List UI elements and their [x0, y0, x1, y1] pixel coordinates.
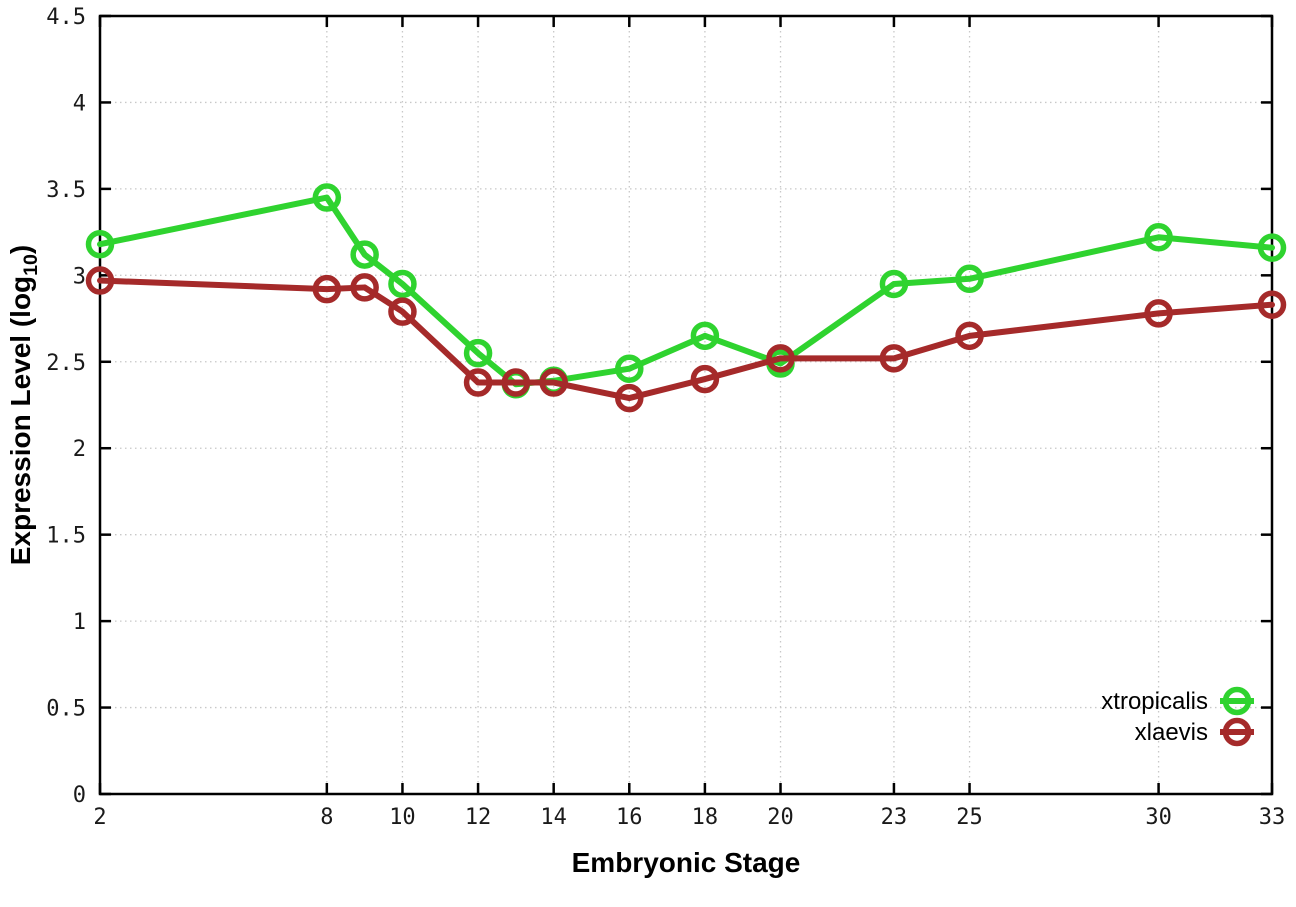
data-point-xtropicalis: [350, 240, 379, 269]
x-tick-label: 33: [1259, 805, 1286, 830]
data-point-xlaevis: [879, 344, 909, 373]
x-tick-label: 20: [767, 805, 794, 830]
data-point-xlaevis: [615, 383, 644, 413]
data-point-xlaevis: [501, 368, 531, 397]
x-axis-title: Embryonic Stage: [572, 847, 801, 878]
y-tick-label: 3: [73, 264, 86, 289]
data-point-xtropicalis: [85, 229, 115, 259]
x-tick-label: 12: [465, 805, 492, 830]
y-tick-label: 1.5: [46, 524, 86, 549]
data-point-xlaevis: [539, 368, 568, 397]
y-tick-label: 3.5: [46, 178, 86, 203]
x-tick-label: 30: [1145, 805, 1172, 830]
y-tick-label: 1: [73, 610, 86, 635]
data-point-xlaevis: [463, 368, 493, 397]
y-tick-label: 2: [73, 437, 86, 462]
data-point-xtropicalis: [388, 269, 417, 299]
y-tick-label: 4.5: [46, 5, 86, 30]
x-tick-label: 18: [692, 805, 719, 830]
data-point-xlaevis: [1257, 290, 1287, 319]
data-point-xlaevis: [85, 266, 115, 295]
data-point-xtropicalis: [463, 338, 493, 368]
x-tick-label: 8: [320, 805, 333, 830]
data-point-xlaevis: [766, 344, 795, 373]
data-point-xtropicalis: [1257, 233, 1287, 262]
data-point-xtropicalis: [690, 321, 720, 351]
y-tick-label: 0: [73, 783, 86, 808]
x-tick-label: 16: [616, 805, 643, 830]
legend-label-xtropicalis: xtropicalis: [1101, 688, 1208, 715]
data-point-xtropicalis: [879, 269, 909, 299]
x-tick-label: 25: [956, 805, 983, 830]
x-tick-label: 2: [93, 805, 106, 830]
y-axis-title: Expression Level (log10): [5, 245, 42, 566]
data-point-xlaevis: [1144, 299, 1173, 328]
y-tick-label: 0.5: [46, 697, 86, 722]
x-tick-label: 23: [881, 805, 908, 830]
y-tick-label: 2.5: [46, 351, 86, 376]
series-line-xtropicalis: [97, 194, 1275, 388]
data-point-xtropicalis: [955, 264, 984, 294]
data-point-xtropicalis: [615, 354, 644, 383]
x-tick-label: 10: [389, 805, 416, 830]
legend-marker-xtropicalis: [1222, 686, 1252, 716]
x-tick-label: 14: [540, 805, 567, 830]
plot-border: [98, 14, 1274, 796]
data-point-xlaevis: [350, 273, 379, 302]
data-point-xlaevis: [690, 364, 720, 394]
data-point-xtropicalis: [1144, 223, 1173, 252]
data-point-xtropicalis: [312, 183, 342, 212]
data-point-xlaevis: [312, 274, 342, 304]
legend-marker-xlaevis: [1222, 717, 1252, 747]
data-point-xlaevis: [388, 297, 417, 326]
series-line-xlaevis: [97, 277, 1275, 402]
legend-label-xlaevis: xlaevis: [1135, 719, 1208, 746]
data-point-xlaevis: [955, 321, 984, 351]
y-tick-label: 4: [73, 91, 86, 116]
